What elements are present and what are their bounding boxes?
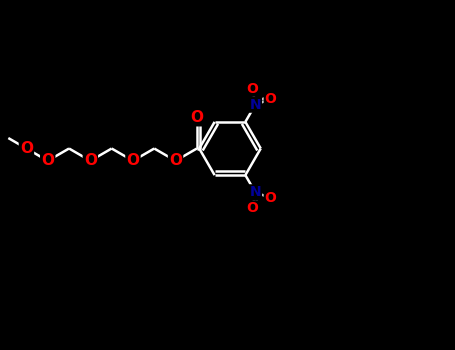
Text: O: O [41, 153, 54, 168]
Text: O: O [265, 191, 277, 205]
Text: O: O [190, 110, 203, 125]
Text: O: O [84, 153, 97, 168]
Text: O: O [126, 153, 140, 168]
Text: O: O [247, 82, 258, 96]
Text: O: O [265, 92, 277, 106]
Text: N: N [249, 98, 261, 112]
Text: O: O [20, 141, 33, 156]
Text: N: N [249, 186, 261, 199]
Text: O: O [247, 201, 258, 215]
Text: O: O [169, 153, 182, 168]
